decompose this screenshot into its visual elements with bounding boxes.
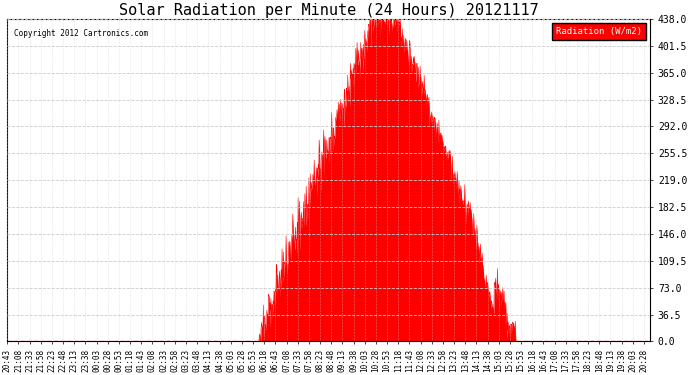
Legend: Radiation (W/m2): Radiation (W/m2) xyxy=(553,24,646,40)
Text: Copyright 2012 Cartronics.com: Copyright 2012 Cartronics.com xyxy=(14,28,148,38)
Title: Solar Radiation per Minute (24 Hours) 20121117: Solar Radiation per Minute (24 Hours) 20… xyxy=(119,3,539,18)
